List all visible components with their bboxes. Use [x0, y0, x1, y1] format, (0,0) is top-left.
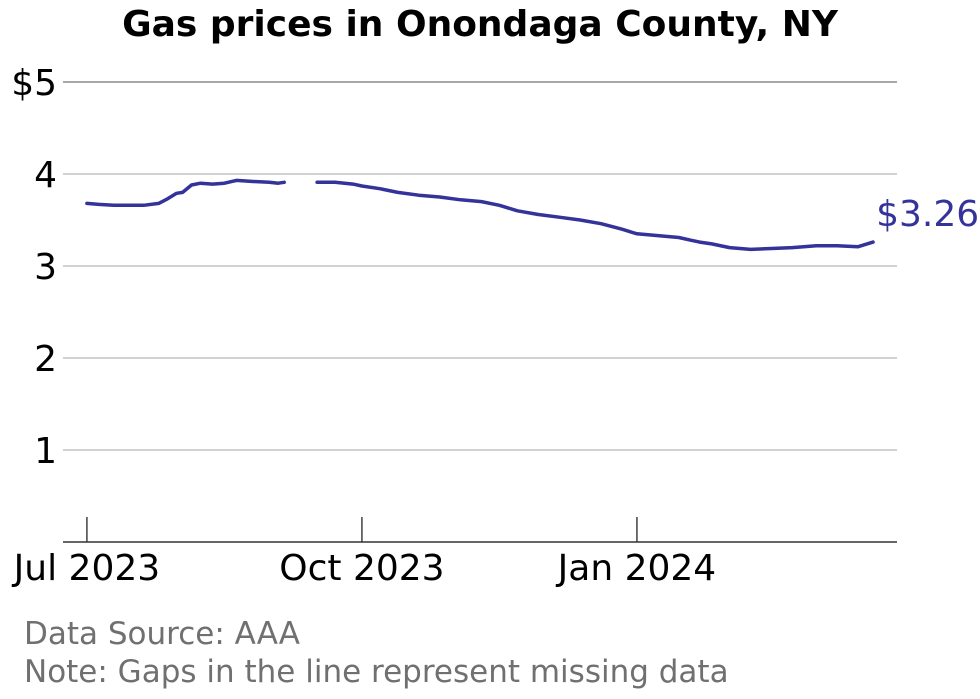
y-tick-label: 1 [34, 431, 57, 472]
x-tick-label: Jul 2023 [12, 548, 161, 589]
x-tick-label: Oct 2023 [279, 548, 444, 589]
gridlines [63, 81, 897, 451]
x-tick-label: Jan 2024 [556, 548, 717, 589]
end-value-label: $3.26 [876, 194, 979, 235]
y-tick-label: 4 [34, 155, 57, 196]
data-source-note: Data Source: AAA [24, 616, 300, 652]
y-tick-label: 3 [34, 247, 57, 288]
price-line-segment-1 [85, 178, 286, 208]
y-tick-labels: 1 2 3 4 $5 [11, 63, 57, 472]
end-label-group: $3.26 [876, 194, 979, 235]
price-line-segment-2 [315, 180, 875, 252]
price-series [85, 178, 875, 252]
missing-data-note: Note: Gaps in the line represent missing… [24, 654, 729, 690]
x-axis: Jul 2023 Oct 2023 Jan 2024 [12, 517, 897, 589]
y-tick-label: 2 [34, 339, 57, 380]
y-tick-label: $5 [11, 63, 57, 104]
chart-title: Gas prices in Onondaga County, NY [122, 4, 838, 45]
